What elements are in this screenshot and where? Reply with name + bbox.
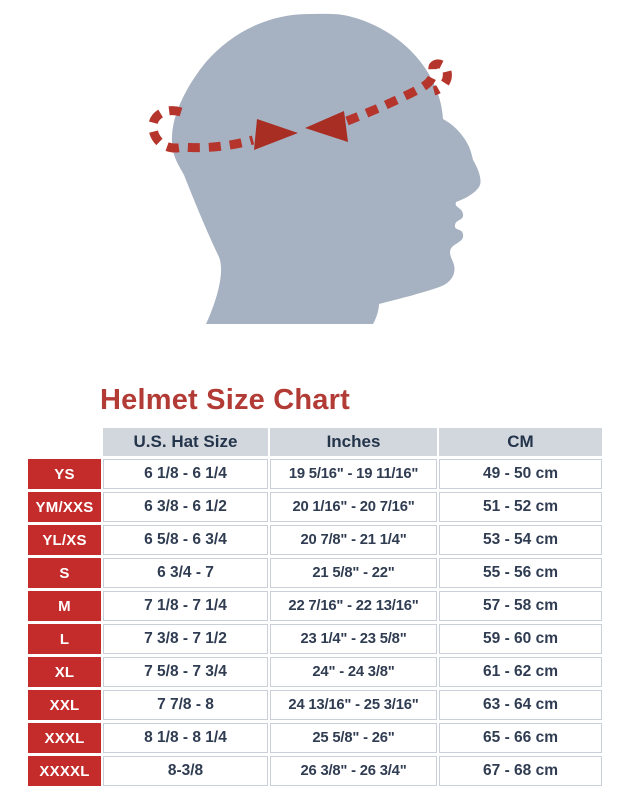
- tape-dash-front-icon: [148, 106, 255, 153]
- head-measurement-illustration: [148, 13, 481, 325]
- cm-value: 49 - 50 cm: [439, 459, 602, 489]
- column-header-us-hat-size: U.S. Hat Size: [103, 428, 268, 456]
- size-label-ys: YS: [28, 459, 101, 489]
- tape-dash-back-icon: [345, 59, 452, 126]
- header-corner-spacer: [28, 428, 101, 456]
- inches-value: 20 7/8" - 21 1/4": [270, 525, 437, 555]
- inches-value: 19 5/16" - 19 11/16": [270, 459, 437, 489]
- inches-value: 24" - 24 3/8": [270, 657, 437, 687]
- hat-size-value: 6 3/8 - 6 1/2: [103, 492, 268, 522]
- hat-size-value: 8 1/8 - 8 1/4: [103, 723, 268, 753]
- size-label-l: L: [28, 624, 101, 654]
- arrow-left-icon: [305, 111, 348, 142]
- hat-size-value: 7 5/8 - 7 3/4: [103, 657, 268, 687]
- cm-value: 59 - 60 cm: [439, 624, 602, 654]
- size-label-m: M: [28, 591, 101, 621]
- inches-value: 25 5/8" - 26": [270, 723, 437, 753]
- cm-value: 61 - 62 cm: [439, 657, 602, 687]
- cm-value: 55 - 56 cm: [439, 558, 602, 588]
- size-label-ym-xxs: YM/XXS: [28, 492, 101, 522]
- cm-value: 63 - 64 cm: [439, 690, 602, 720]
- column-header-inches: Inches: [270, 428, 437, 456]
- helmet-size-table: U.S. Hat Size Inches CM YS 6 1/8 - 6 1/4…: [28, 428, 602, 786]
- hat-size-value: 6 5/8 - 6 3/4: [103, 525, 268, 555]
- inches-value: 22 7/16" - 22 13/16": [270, 591, 437, 621]
- cm-value: 51 - 52 cm: [439, 492, 602, 522]
- inches-value: 20 1/16" - 20 7/16": [270, 492, 437, 522]
- inches-value: 23 1/4" - 23 5/8": [270, 624, 437, 654]
- size-label-xl: XL: [28, 657, 101, 687]
- page-title: Helmet Size Chart: [100, 384, 350, 416]
- column-header-cm: CM: [439, 428, 602, 456]
- hat-size-value: 6 1/8 - 6 1/4: [103, 459, 268, 489]
- cm-value: 67 - 68 cm: [439, 756, 602, 786]
- cm-value: 65 - 66 cm: [439, 723, 602, 753]
- inches-value: 26 3/8" - 26 3/4": [270, 756, 437, 786]
- size-label-s: S: [28, 558, 101, 588]
- size-label-xxxl: XXXL: [28, 723, 101, 753]
- hat-size-value: 6 3/4 - 7: [103, 558, 268, 588]
- arrow-right-icon: [254, 119, 298, 150]
- hat-size-value: 7 3/8 - 7 1/2: [103, 624, 268, 654]
- inches-value: 21 5/8" - 22": [270, 558, 437, 588]
- size-label-xxl: XXL: [28, 690, 101, 720]
- hat-size-value: 7 1/8 - 7 1/4: [103, 591, 268, 621]
- head-silhouette: [171, 13, 481, 325]
- cm-value: 57 - 58 cm: [439, 591, 602, 621]
- cm-value: 53 - 54 cm: [439, 525, 602, 555]
- inches-value: 24 13/16" - 25 3/16": [270, 690, 437, 720]
- size-label-yl-xs: YL/XS: [28, 525, 101, 555]
- size-label-xxxxl: XXXXL: [28, 756, 101, 786]
- hat-size-value: 8-3/8: [103, 756, 268, 786]
- hat-size-value: 7 7/8 - 8: [103, 690, 268, 720]
